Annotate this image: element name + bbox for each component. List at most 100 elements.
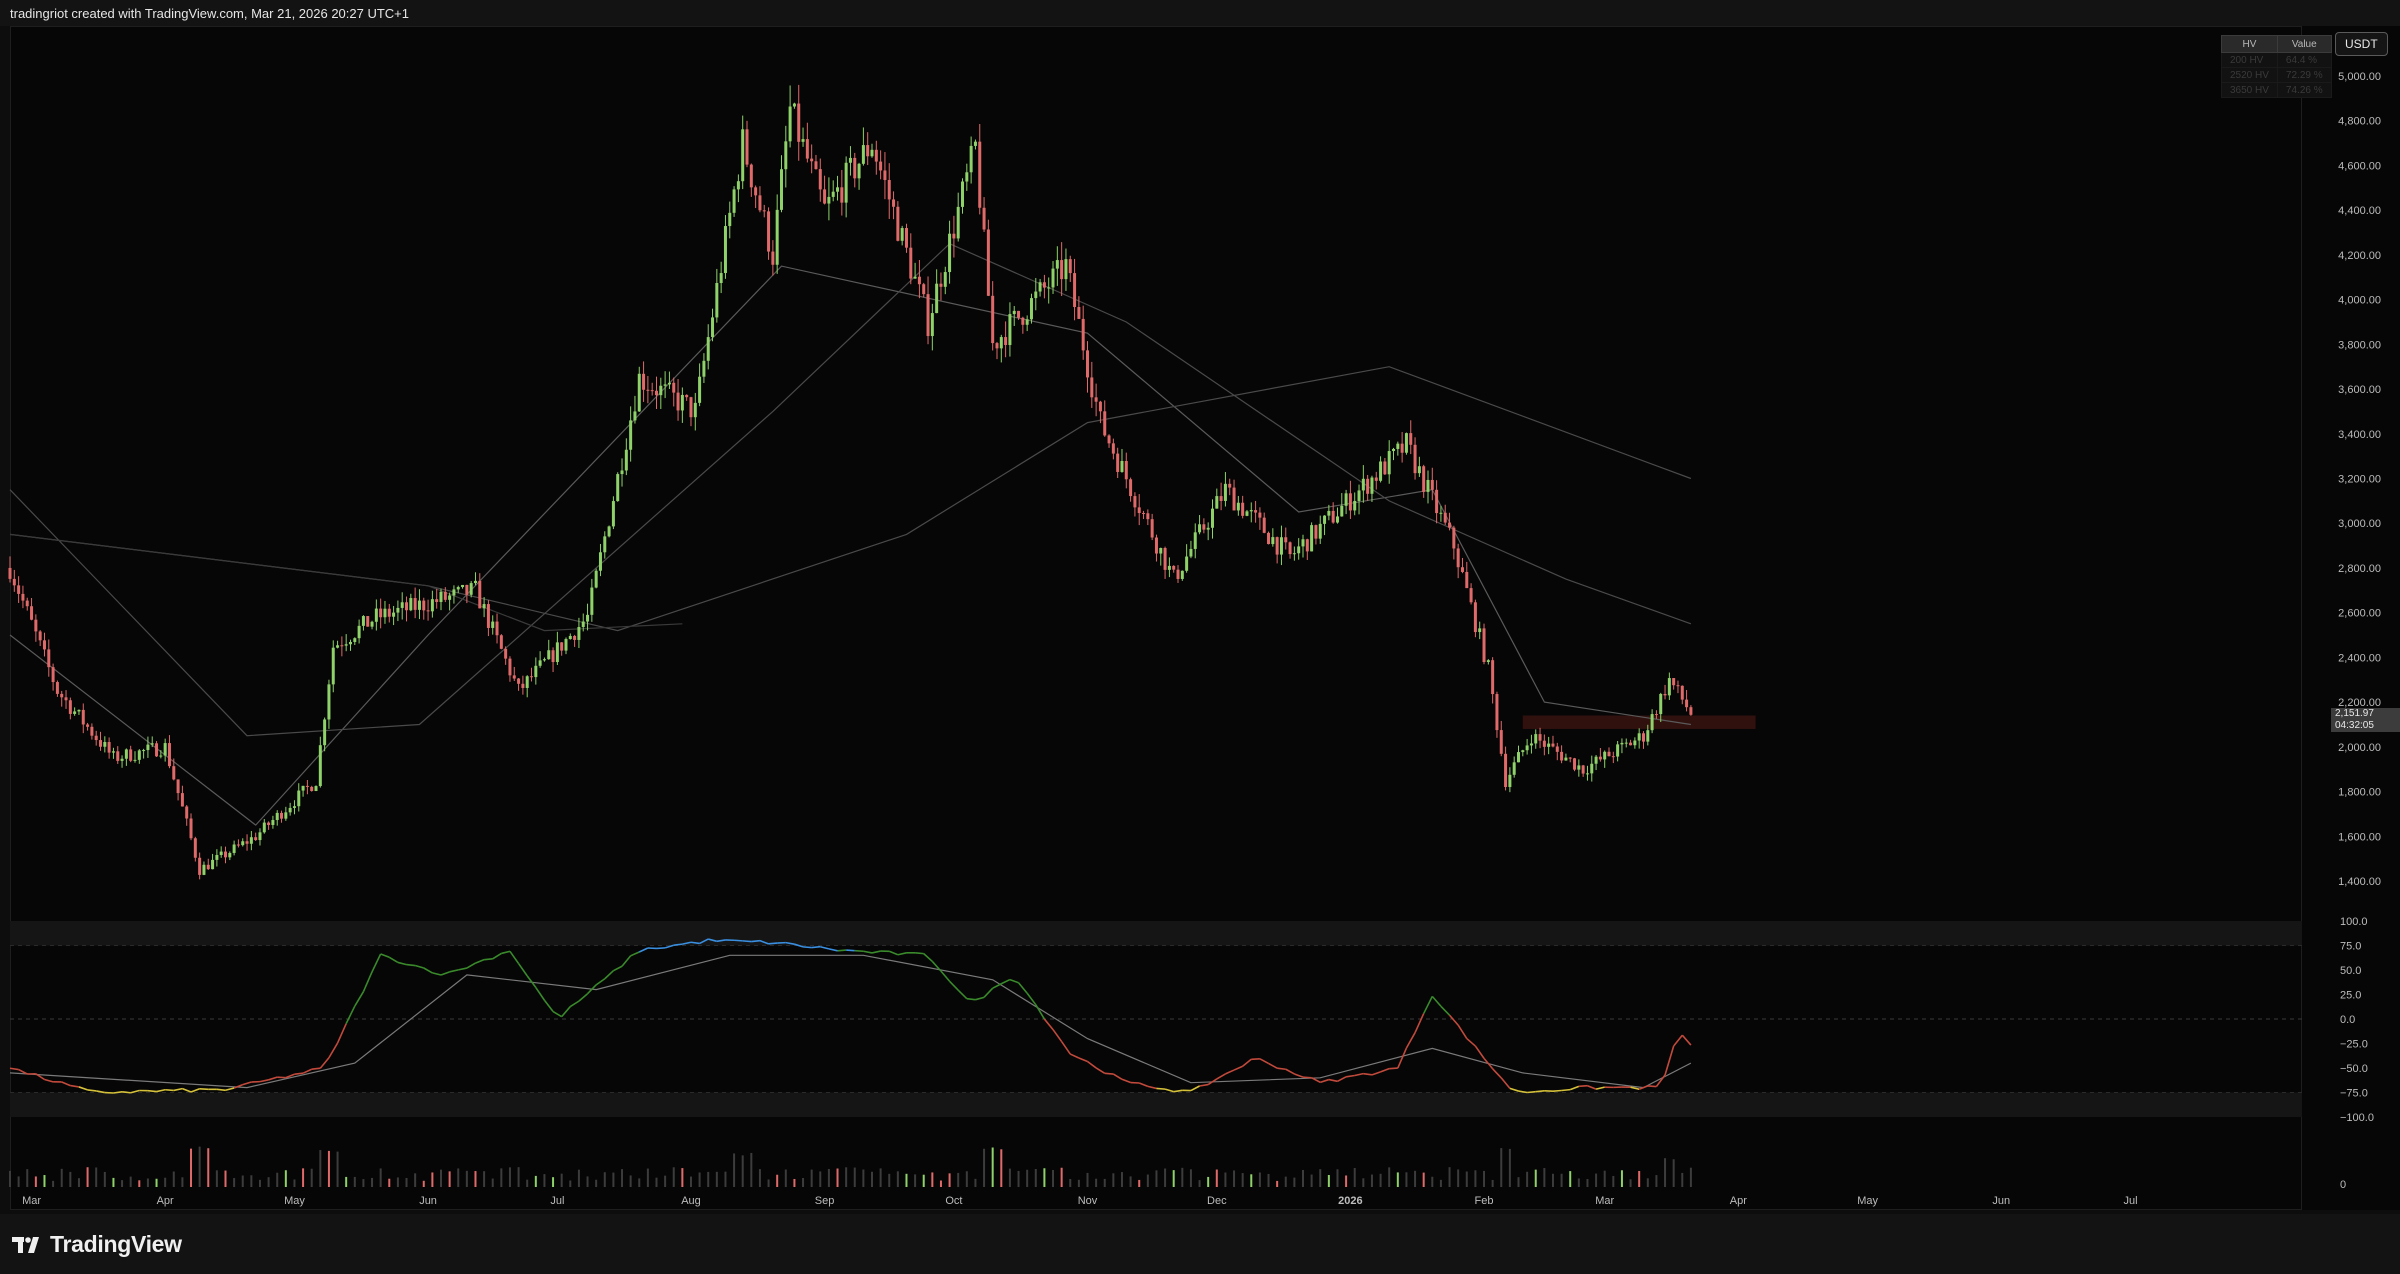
candle-body — [81, 709, 85, 725]
volume-bar — [1276, 1180, 1279, 1187]
volume-bar — [819, 1171, 822, 1187]
volume-bar — [26, 1169, 29, 1187]
volume-bar — [1164, 1168, 1167, 1187]
candle-body — [1555, 746, 1559, 752]
candle-body — [926, 294, 930, 337]
volume-bar — [1302, 1169, 1304, 1187]
candle-body — [1124, 460, 1128, 480]
candle — [202, 861, 206, 876]
candle-body — [1301, 539, 1305, 547]
candle-body — [909, 247, 913, 279]
candle-body — [1262, 517, 1266, 533]
price-axis[interactable] — [2302, 26, 2400, 1210]
currency-button[interactable]: USDT — [2335, 32, 2388, 56]
candle — [1176, 565, 1180, 583]
candle-body — [702, 360, 706, 377]
candle-body — [935, 283, 939, 314]
candle — [1534, 729, 1538, 749]
candle-body — [879, 161, 883, 171]
chart-area[interactable] — [10, 26, 2302, 1210]
candle-body — [1176, 569, 1180, 579]
candle — [150, 736, 154, 748]
oscillator-segment — [96, 1090, 105, 1094]
candle — [232, 840, 236, 856]
volume-bar — [500, 1168, 503, 1187]
oscillator-segment — [259, 1079, 269, 1083]
volume-bar — [965, 1171, 968, 1187]
volume-bar — [1362, 1178, 1365, 1187]
candle — [1051, 261, 1055, 294]
candle — [124, 748, 128, 766]
price-tick-label: 1,800.00 — [2338, 787, 2381, 799]
candle — [163, 738, 167, 762]
candle — [1232, 479, 1236, 511]
candle — [1499, 720, 1503, 757]
candle — [1676, 680, 1680, 694]
last-price-value: 2,151.97 — [2335, 708, 2374, 719]
candle — [292, 800, 296, 815]
candle-body — [831, 191, 835, 197]
candle-body — [1512, 762, 1516, 775]
volume-bar — [888, 1173, 891, 1187]
tradingview-logo[interactable]: TradingView — [12, 1231, 182, 1258]
oscillator-segment — [708, 938, 718, 943]
oscillator-segment — [1104, 1072, 1114, 1075]
candle — [1167, 557, 1171, 578]
oscillator-segment — [785, 941, 795, 945]
candle — [185, 805, 189, 826]
candle — [1508, 767, 1512, 793]
candle — [254, 832, 258, 841]
candle-body — [1667, 678, 1671, 696]
volume-bar — [724, 1171, 727, 1187]
candle-body — [573, 635, 577, 640]
candle — [267, 821, 271, 830]
candle — [1172, 565, 1176, 573]
candle-body — [1564, 757, 1568, 761]
candle-body — [555, 642, 559, 663]
candle-body — [1603, 751, 1607, 760]
candle-body — [224, 851, 227, 858]
candle — [353, 637, 357, 645]
candle-body — [176, 779, 180, 794]
candle-body — [961, 181, 965, 207]
volume-bar — [1026, 1169, 1029, 1187]
candle — [228, 851, 232, 861]
candle — [805, 122, 809, 163]
candle — [94, 730, 98, 746]
candle — [870, 143, 874, 158]
candle-body — [86, 724, 90, 727]
volume-bar — [1215, 1169, 1218, 1187]
volume-bar — [60, 1168, 63, 1187]
candle — [1529, 734, 1533, 754]
candle-body — [387, 608, 391, 617]
volume-bar — [1457, 1169, 1460, 1187]
candle-body — [1547, 743, 1551, 747]
volume-bar — [750, 1152, 753, 1187]
volume-bar — [1414, 1170, 1417, 1187]
oscillator-segment — [1328, 1078, 1338, 1083]
candle — [667, 371, 671, 390]
oscillator-segment — [1466, 1037, 1476, 1047]
oscillator-segment — [699, 938, 709, 945]
candle — [1663, 684, 1667, 700]
last-price-badge: 2,151.97 04:32:05 — [2331, 708, 2400, 732]
oscillator-segment — [1354, 1072, 1364, 1077]
volume-bar — [853, 1167, 856, 1187]
oscillator-segment — [1569, 1085, 1580, 1091]
candle-body — [60, 693, 64, 698]
oscillator-segment — [811, 945, 821, 949]
support-zone — [1522, 715, 1756, 729]
candle-body — [435, 599, 439, 602]
candle — [443, 587, 447, 603]
candle-body — [1142, 513, 1146, 515]
time-tick-label: Aug — [681, 1195, 701, 1207]
price-tick-label: 4,800.00 — [2338, 116, 2381, 128]
oscillator-segment — [1474, 1045, 1485, 1059]
candle — [1086, 341, 1089, 393]
candle-body — [857, 163, 861, 179]
candle — [637, 366, 641, 412]
oscillator-segment — [466, 962, 476, 969]
oscillator-segment — [1216, 1073, 1226, 1080]
oscillator-segment — [380, 953, 390, 959]
